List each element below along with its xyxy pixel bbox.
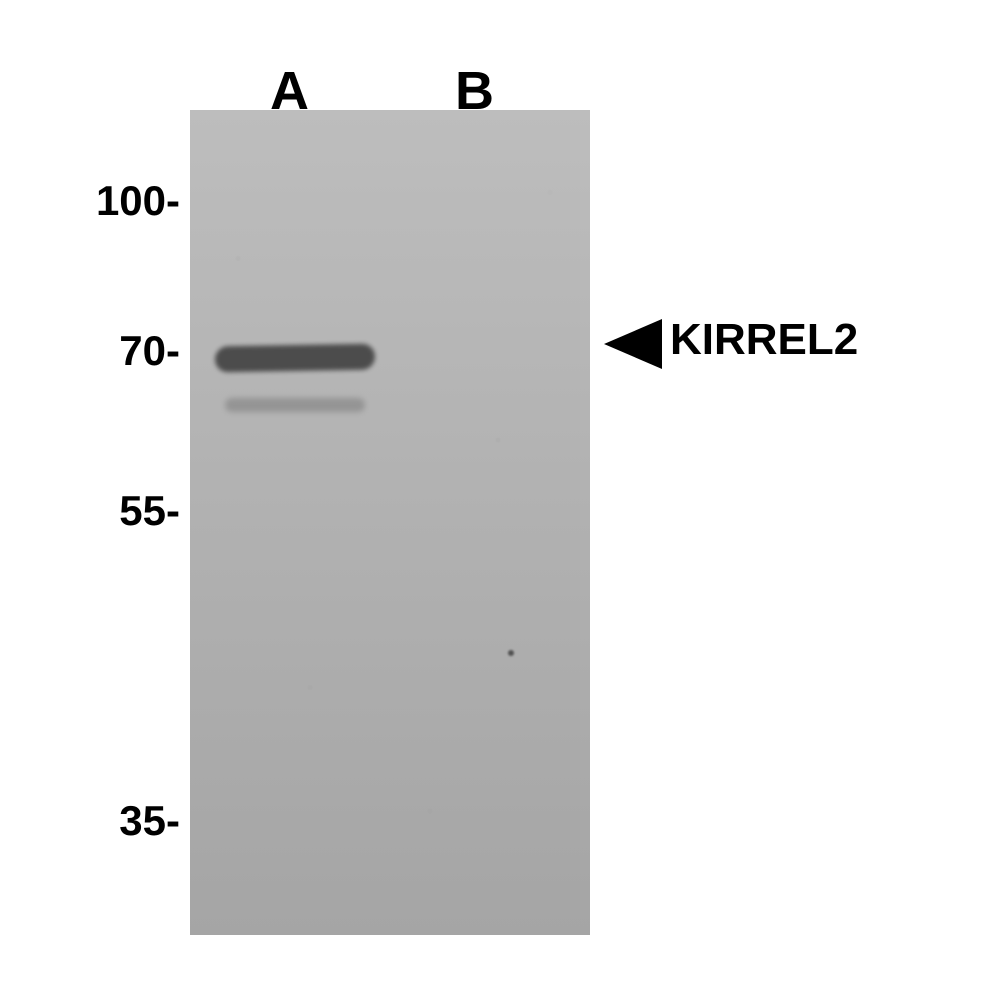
- western-blot-figure: A B 100- 70- 55- 35- KIRREL2: [0, 0, 1000, 1000]
- mw-marker-70: 70-: [119, 327, 180, 375]
- band-A-1: [225, 398, 365, 412]
- protein-arrow-icon: [604, 319, 662, 369]
- protein-label: KIRREL2: [670, 315, 858, 365]
- lane-label-b: B: [455, 60, 494, 122]
- band-A-0: [215, 344, 375, 373]
- blot-membrane: [190, 110, 590, 935]
- lane-label-a: A: [270, 60, 309, 122]
- artifact-speck-0: [508, 650, 514, 656]
- mw-marker-55: 55-: [119, 487, 180, 535]
- film-grain: [190, 110, 590, 935]
- mw-marker-100: 100-: [96, 177, 180, 225]
- mw-marker-35: 35-: [119, 797, 180, 845]
